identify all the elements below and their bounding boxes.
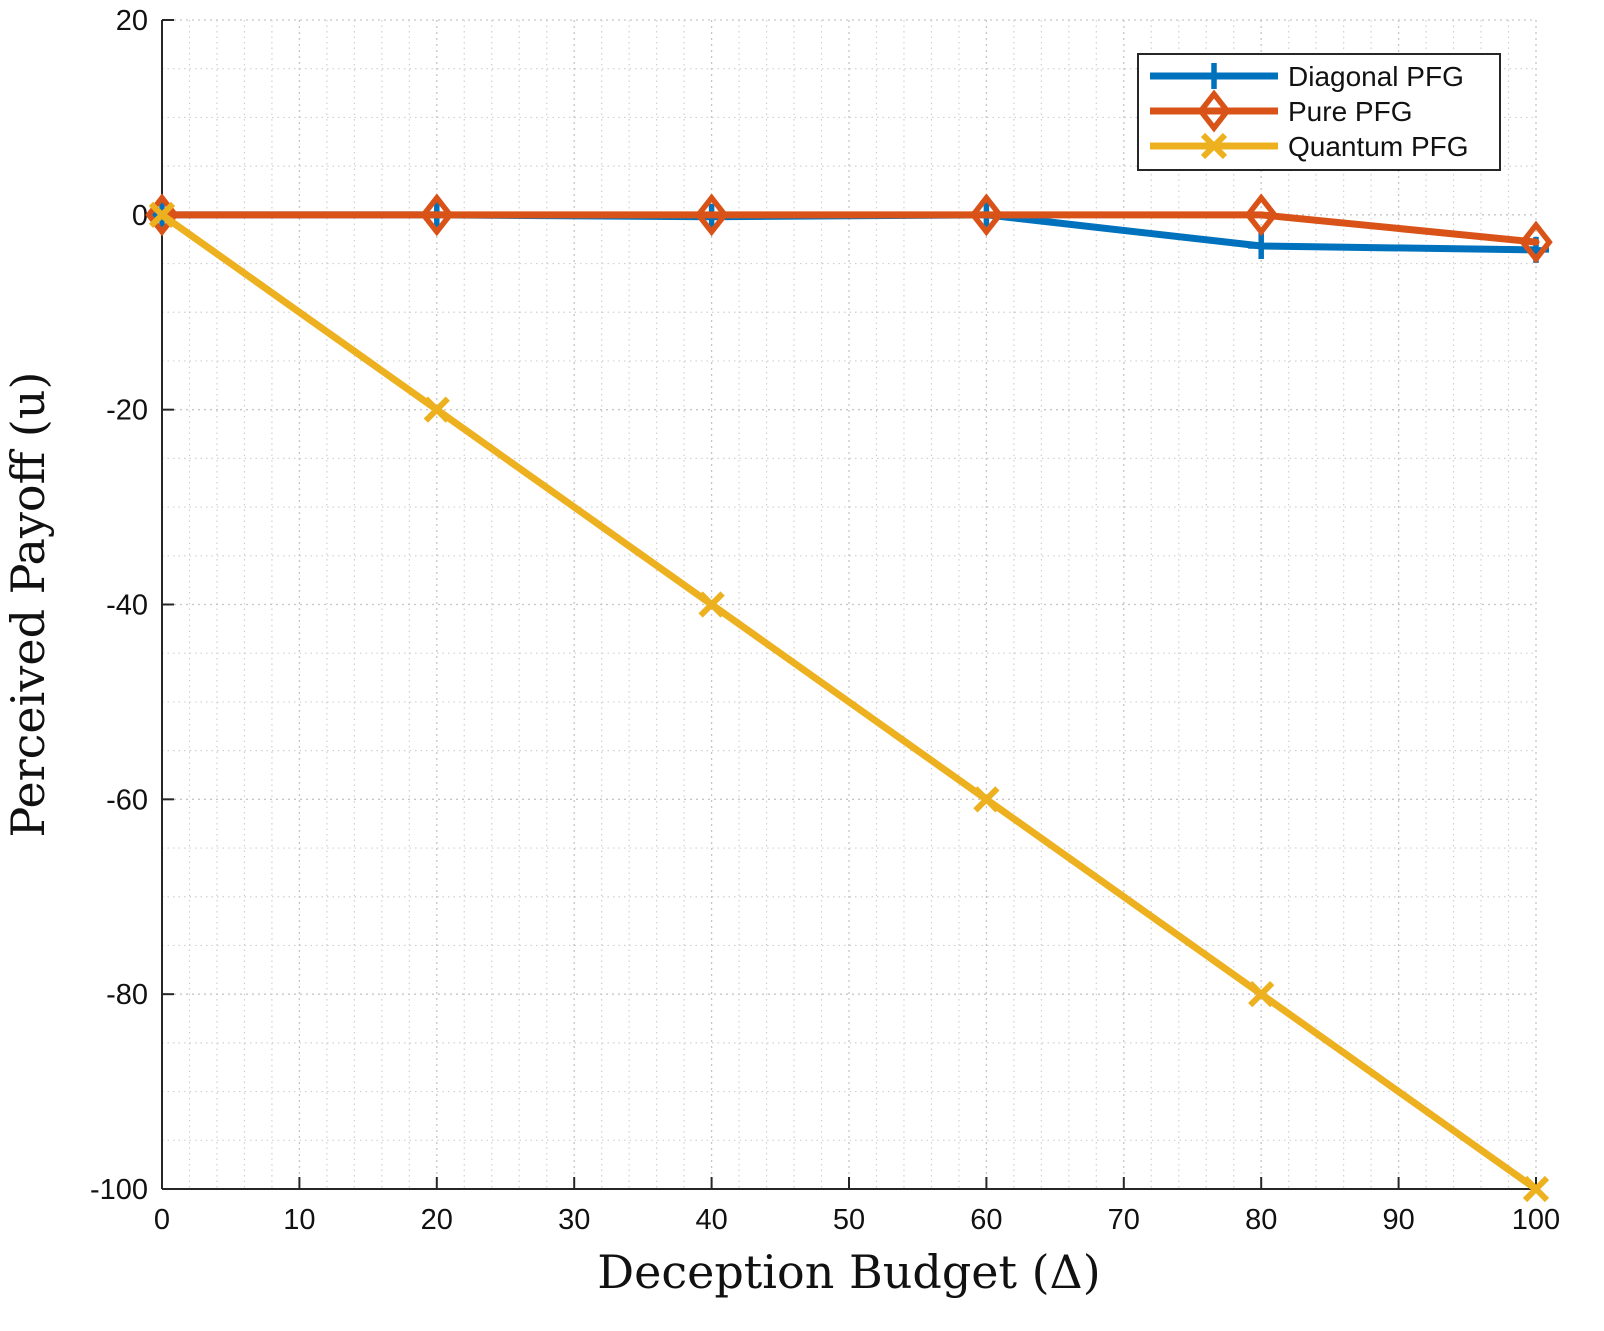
data-point-quantum-pfg [1248,981,1275,1008]
y-tick-label: -100 [90,1174,148,1206]
legend-marker [1200,132,1228,160]
y-tick-label: -60 [106,784,148,816]
y-tick-label: -40 [106,590,148,622]
data-point-quantum-pfg [423,396,450,423]
data-point-pure-pfg [969,193,1004,237]
x-tick-label: 30 [558,1204,590,1236]
series-layer [145,193,1553,1203]
series-line-pure-pfg [158,211,1540,246]
legend-label: Diagonal PFG [1288,61,1464,92]
data-point-quantum-pfg [148,201,176,228]
data-point-pure-pfg [1244,193,1278,237]
x-tick-label: 10 [283,1204,315,1236]
legend-label: Pure PFG [1288,96,1412,127]
x-tick-label: 40 [695,1204,727,1236]
x-axis-title: Deception Budget (Δ) [597,1245,1100,1299]
data-point-pure-pfg [1519,220,1553,264]
legend-entry-pure-pfg: Pure PFG [1150,89,1412,133]
data-point-pure-pfg [420,193,454,237]
data-point-pure-pfg [694,193,729,237]
y-tick-label: 0 [132,200,148,232]
data-point-quantum-pfg [698,591,725,618]
legend: Diagonal PFG Pure PFG Quantum PFG [1137,53,1501,171]
y-axis-title: Perceived Payoff (u) [1,372,55,838]
x-tick-label: 60 [970,1204,1002,1236]
x-tick-label: 80 [1245,1204,1277,1236]
y-tick-label: -20 [106,395,148,427]
series-quantum-pfg [148,201,1550,1203]
data-point-quantum-pfg [973,786,1000,813]
x-tick-label: 70 [1108,1204,1140,1236]
legend-label: Quantum PFG [1288,131,1469,162]
x-tick-label: 0 [154,1204,170,1236]
y-tick-label: -80 [106,979,148,1011]
x-tick-label: 20 [421,1204,453,1236]
x-tick-label: 100 [1512,1204,1560,1236]
x-tick-label: 90 [1382,1204,1414,1236]
y-axis-ticks: -100 -80 -60 -40 -20 0 20 [90,5,174,1206]
legend-entry-quantum-pfg: Quantum PFG [1150,131,1469,162]
legend-marker [1197,89,1231,133]
x-axis-ticks: 0 10 20 30 40 50 60 70 80 90 100 [154,1177,1560,1236]
y-tick-label: 20 [116,5,148,37]
series-line-quantum-pfg [158,211,1540,1193]
legend-entry-diagonal-pfg: Diagonal PFG [1150,61,1464,92]
data-point-quantum-pfg [1522,1175,1550,1203]
legend-marker [1201,63,1227,89]
data-point-diagonal-pfg [1248,233,1275,260]
x-tick-label: 50 [833,1204,865,1236]
